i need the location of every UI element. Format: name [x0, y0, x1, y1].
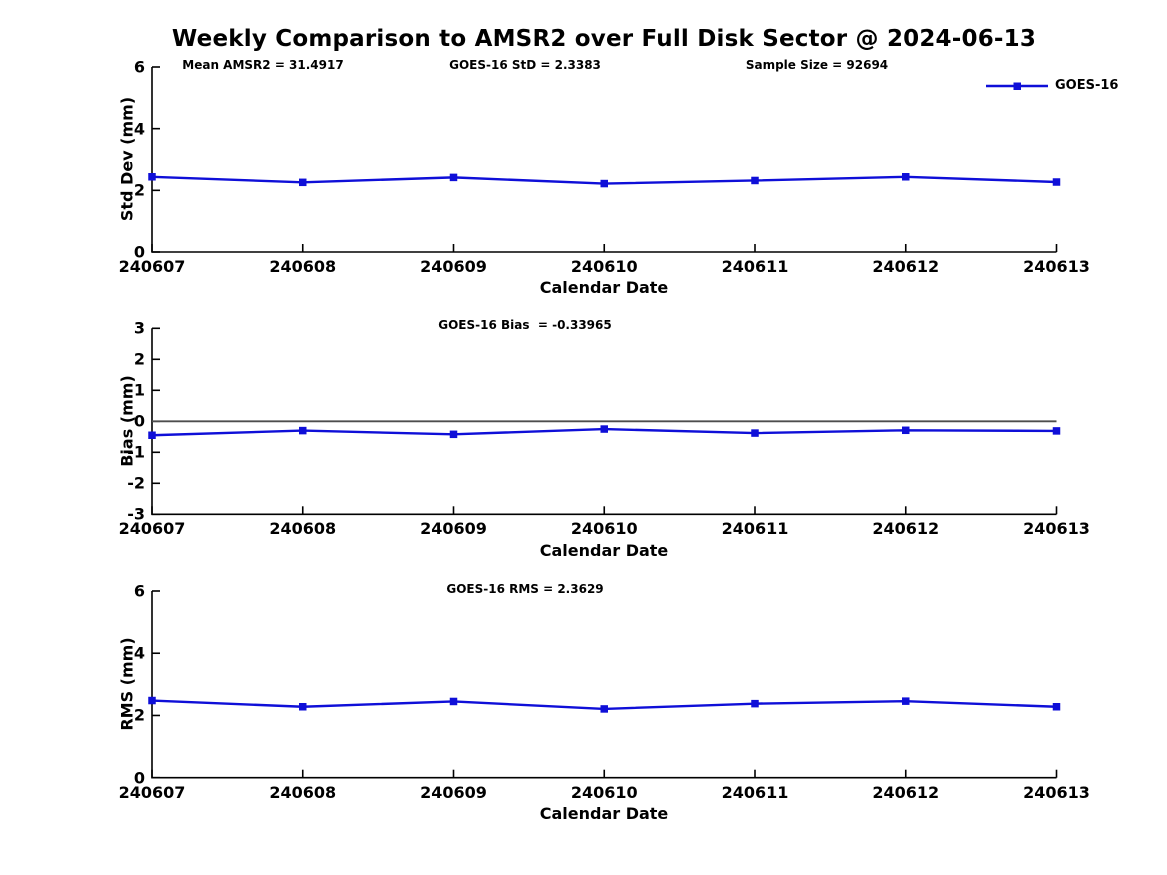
x-tick-label: 240609	[420, 519, 487, 539]
y-tick-label: -3	[127, 504, 145, 524]
data-marker	[449, 430, 458, 439]
data-marker	[600, 425, 608, 433]
data-marker	[299, 426, 307, 435]
x-tick-label: 240608	[269, 782, 337, 802]
data-marker	[449, 697, 458, 706]
data-marker	[1052, 427, 1061, 435]
y-tick-label: 3	[133, 318, 145, 338]
annotation-goes16-rms: GOES-16 RMS = 2.3629	[446, 582, 604, 596]
y-tick-label: 2	[133, 705, 145, 725]
data-marker	[751, 699, 759, 708]
y-tick-label: 2	[133, 180, 145, 200]
y-tick-label: -2	[127, 473, 145, 493]
data-marker	[299, 703, 307, 711]
data-marker	[1052, 703, 1061, 711]
x-axis-label-1: Calendar Date	[539, 278, 669, 297]
data-marker	[600, 179, 608, 188]
y-tick-label: 6	[133, 581, 145, 601]
x-tick-label: 240612	[872, 257, 940, 276]
x-axis-label-2: Calendar Date	[539, 541, 669, 560]
x-tick-label: 240609	[420, 782, 487, 802]
x-tick-label: 240607	[118, 782, 186, 802]
x-tick-label: 240611	[721, 782, 789, 802]
page-title: Weekly Comparison to AMSR2 over Full Dis…	[171, 26, 1037, 52]
x-tick-label: 240607	[118, 519, 186, 539]
data-marker	[902, 426, 910, 435]
x-tick-label: 240609	[420, 257, 487, 276]
y-tick-label: -1	[127, 442, 145, 462]
annotation-sample-size: Sample Size = 92694	[745, 58, 889, 72]
x-tick-label: 240610	[570, 257, 638, 276]
data-marker	[148, 696, 156, 705]
x-tick-label: 240612	[872, 519, 940, 539]
x-tick-label: 240610	[570, 782, 638, 802]
data-marker	[902, 697, 910, 705]
x-tick-label: 240613	[1023, 782, 1090, 802]
y-tick-label: 2	[133, 349, 145, 369]
data-marker	[449, 173, 458, 182]
annotation-goes16-std: GOES-16 StD = 2.3383	[449, 58, 601, 72]
data-marker	[600, 705, 608, 713]
y-tick-label: 4	[133, 643, 145, 663]
x-tick-label: 240611	[721, 519, 789, 539]
data-marker	[148, 431, 156, 439]
x-tick-label: 240610	[570, 519, 638, 539]
data-marker	[751, 176, 759, 185]
data-marker	[751, 429, 759, 437]
legend-marker-icon	[1013, 82, 1021, 90]
annotation-goes16-bias: GOES-16 Bias = -0.33965	[438, 318, 612, 332]
y-tick-label: 4	[133, 119, 145, 139]
x-axis-label-3: Calendar Date	[539, 804, 669, 823]
x-tick-label: 240611	[721, 257, 789, 276]
y-tick-label: 0	[133, 411, 145, 431]
x-tick-label: 240607	[118, 257, 186, 276]
annotation-mean-amsr2: Mean AMSR2 = 31.4917	[182, 58, 344, 72]
data-marker	[299, 178, 307, 187]
y-tick-label: 0	[133, 768, 145, 788]
x-tick-label: 240608	[269, 257, 337, 276]
x-tick-label: 240608	[269, 519, 337, 539]
x-tick-label: 240613	[1023, 519, 1090, 539]
y-tick-label: 6	[133, 57, 145, 77]
x-tick-label: 240613	[1023, 257, 1090, 276]
y-tick-label: 1	[133, 380, 145, 400]
y-tick-label: 0	[133, 242, 145, 262]
data-marker	[902, 173, 910, 181]
axes-spines	[151, 591, 1057, 779]
legend-label-goes16: GOES-16	[1055, 78, 1119, 93]
data-marker	[1052, 178, 1061, 186]
data-marker	[148, 173, 156, 181]
axes-spines	[151, 67, 1057, 253]
x-tick-label: 240612	[872, 782, 940, 802]
